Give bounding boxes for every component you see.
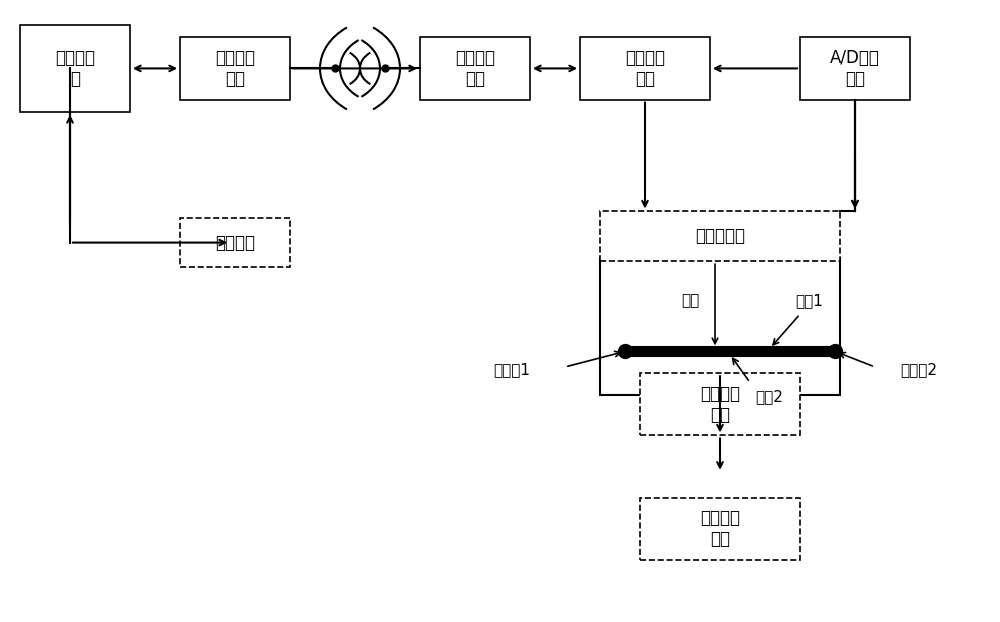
FancyBboxPatch shape [640,498,800,560]
Text: 主机蓝牙
模块: 主机蓝牙 模块 [215,49,255,88]
Text: 微处理器
模块: 微处理器 模块 [625,49,665,88]
Text: 构件1: 构件1 [795,293,823,308]
Text: 从机蓝牙
模块: 从机蓝牙 模块 [455,49,495,88]
FancyBboxPatch shape [800,37,910,100]
Text: 摄像模块: 摄像模块 [215,234,255,251]
Text: 构件2: 构件2 [755,389,783,404]
Text: 铜电极2: 铜电极2 [900,363,937,378]
FancyBboxPatch shape [20,25,130,112]
FancyBboxPatch shape [600,258,840,395]
Text: 上位机系
统: 上位机系 统 [55,49,95,88]
Text: 焊接热源
模块: 焊接热源 模块 [700,385,740,424]
Text: A/D转换
模块: A/D转换 模块 [830,49,880,88]
FancyBboxPatch shape [600,211,840,261]
Text: 焊接控制
模块: 焊接控制 模块 [700,509,740,548]
FancyBboxPatch shape [180,37,290,100]
FancyBboxPatch shape [420,37,530,100]
FancyBboxPatch shape [640,373,800,435]
Text: 焊缝: 焊缝 [681,293,699,308]
FancyBboxPatch shape [580,37,710,100]
FancyBboxPatch shape [180,218,290,267]
Text: 铜电极1: 铜电极1 [493,363,530,378]
Text: 主电路模块: 主电路模块 [695,228,745,245]
